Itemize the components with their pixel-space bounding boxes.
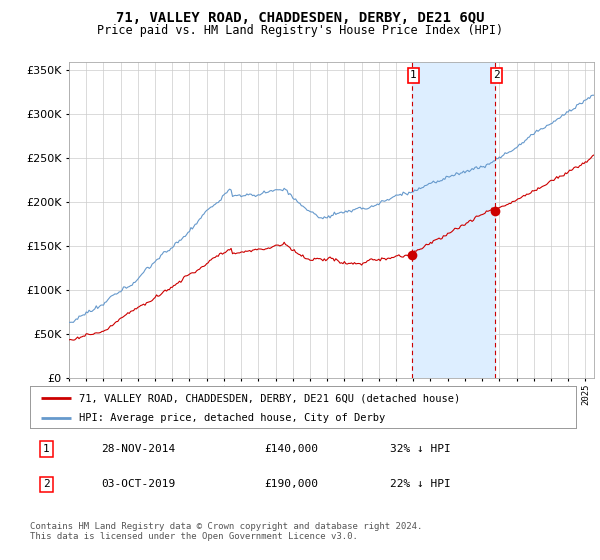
Text: 1: 1 [410, 71, 416, 81]
Text: HPI: Average price, detached house, City of Derby: HPI: Average price, detached house, City… [79, 413, 385, 423]
Text: 22% ↓ HPI: 22% ↓ HPI [391, 479, 451, 489]
Text: 71, VALLEY ROAD, CHADDESDEN, DERBY, DE21 6QU: 71, VALLEY ROAD, CHADDESDEN, DERBY, DE21… [116, 11, 484, 25]
Text: 2: 2 [43, 479, 50, 489]
Text: £140,000: £140,000 [265, 444, 319, 454]
Text: 32% ↓ HPI: 32% ↓ HPI [391, 444, 451, 454]
Text: 2: 2 [493, 71, 500, 81]
Text: 28-NOV-2014: 28-NOV-2014 [101, 444, 175, 454]
Text: 71, VALLEY ROAD, CHADDESDEN, DERBY, DE21 6QU (detached house): 71, VALLEY ROAD, CHADDESDEN, DERBY, DE21… [79, 393, 460, 403]
Text: £190,000: £190,000 [265, 479, 319, 489]
Bar [412, 62, 495, 378]
Text: 03-OCT-2019: 03-OCT-2019 [101, 479, 175, 489]
Text: 1: 1 [43, 444, 50, 454]
Text: Price paid vs. HM Land Registry's House Price Index (HPI): Price paid vs. HM Land Registry's House … [97, 24, 503, 36]
Text: Contains HM Land Registry data © Crown copyright and database right 2024.
This d: Contains HM Land Registry data © Crown c… [30, 522, 422, 542]
